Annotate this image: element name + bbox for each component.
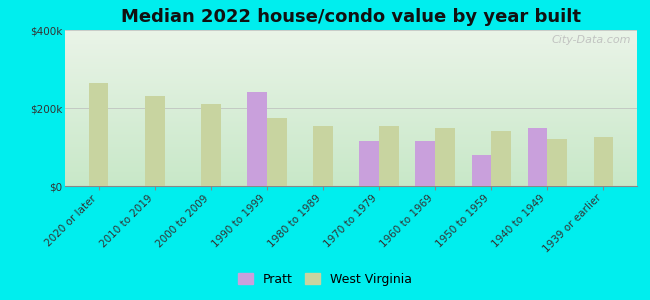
Text: City-Data.com: City-Data.com (552, 35, 631, 45)
Bar (379, 125, 398, 186)
Bar (201, 104, 220, 186)
Bar (145, 96, 164, 186)
Bar (247, 92, 267, 186)
Bar (415, 141, 435, 186)
Bar (593, 137, 613, 186)
Bar (547, 139, 567, 186)
Bar (528, 128, 547, 186)
Bar (435, 128, 455, 186)
Bar (89, 82, 109, 186)
Bar (267, 118, 287, 186)
Legend: Pratt, West Virginia: Pratt, West Virginia (233, 268, 417, 291)
Title: Median 2022 house/condo value by year built: Median 2022 house/condo value by year bu… (121, 8, 581, 26)
Bar (359, 141, 379, 186)
Bar (313, 125, 333, 186)
Bar (491, 131, 511, 186)
Bar (471, 155, 491, 186)
